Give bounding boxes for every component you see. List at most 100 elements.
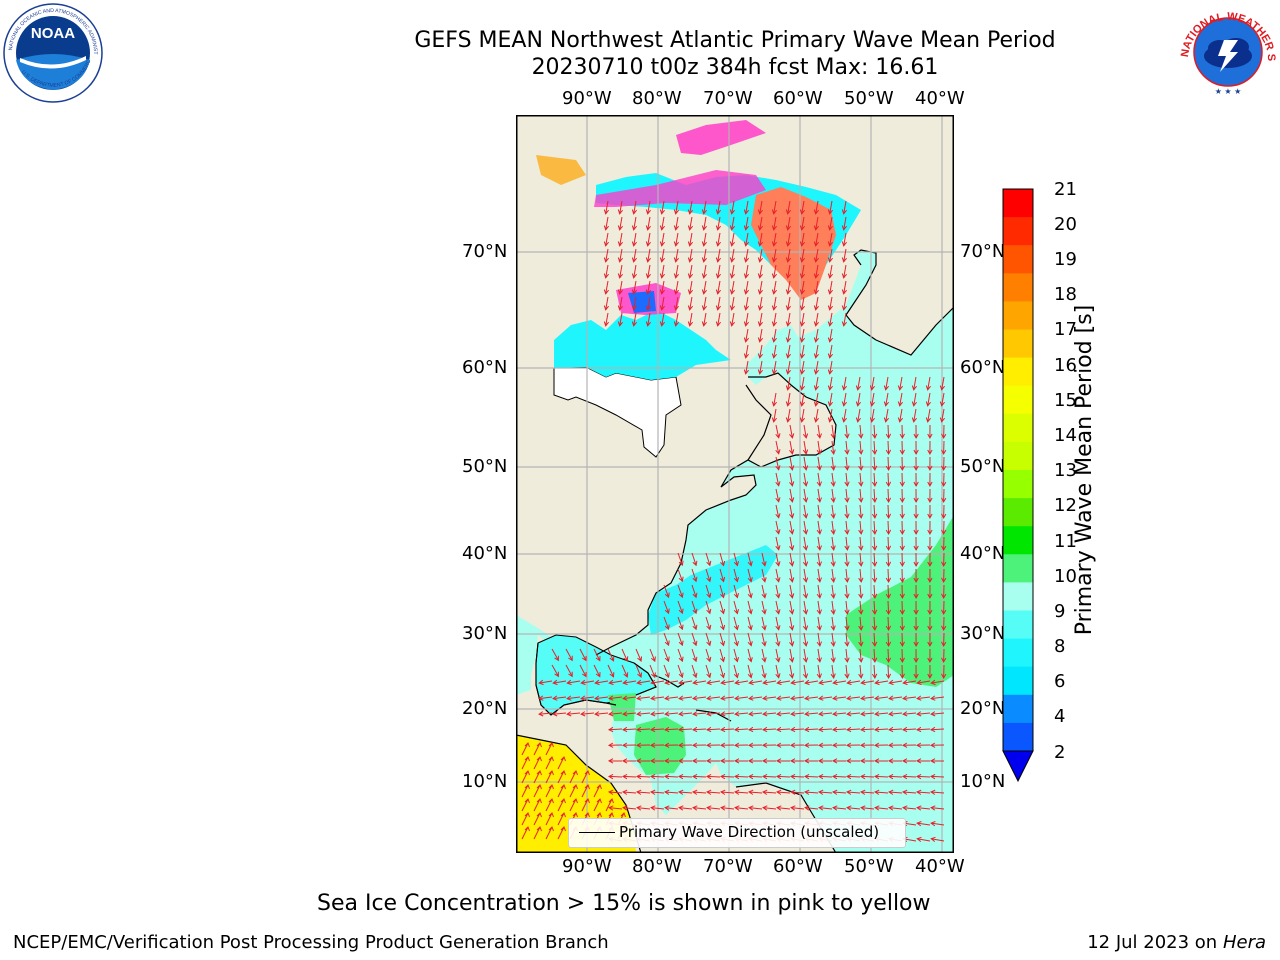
wave-arrow (645, 200, 651, 215)
wave-arrow (871, 568, 878, 584)
wave-arrow (761, 616, 767, 631)
wave-arrow (897, 392, 903, 407)
wave-arrow (631, 296, 637, 311)
wave-arrow (844, 504, 850, 519)
wave-arrow (635, 648, 642, 662)
wave-arrow (941, 616, 947, 632)
wave-arrow (552, 711, 567, 717)
wave-arrow (939, 376, 945, 391)
wave-arrow (844, 616, 850, 631)
wave-arrow (927, 488, 933, 504)
wave-arrow (663, 758, 679, 764)
wave-arrow (705, 664, 712, 679)
wave-arrow (841, 232, 847, 247)
wave-arrow (813, 232, 819, 247)
wave-arrow (673, 280, 679, 295)
cb-tick-21: 21 (1054, 179, 1077, 200)
wave-arrow (818, 805, 833, 811)
wave-arrow (743, 312, 749, 327)
wave-arrow (748, 679, 763, 686)
wave-arrow (747, 664, 753, 679)
wave-arrow (533, 798, 542, 812)
wave-arrow (941, 536, 947, 552)
wave-arrow (830, 632, 836, 647)
wave-arrow (521, 742, 530, 756)
wave-arrow (608, 805, 623, 811)
lon-tick-top-60w: 60°W (773, 88, 823, 109)
wave-arrow (802, 440, 809, 455)
wave-arrow (827, 216, 833, 231)
wave-arrow (941, 552, 947, 568)
wave-arrow (775, 664, 781, 679)
wave-arrow (816, 520, 822, 535)
wave-arrow (913, 440, 919, 456)
wave-arrow (757, 248, 763, 263)
wave-arrow (719, 726, 735, 733)
wave-arrow (621, 648, 629, 662)
wave-arrow (803, 789, 819, 795)
wave-arrow (664, 805, 679, 811)
wave-arrow (902, 679, 917, 686)
wave-arrow (789, 424, 795, 439)
colorbar-segment (1003, 582, 1033, 611)
wave-arrow (844, 664, 850, 679)
wave-arrow (691, 648, 698, 663)
wave-arrow (747, 789, 763, 795)
wave-arrow (813, 376, 819, 391)
wave-arrow (844, 424, 850, 439)
wave-arrow (841, 200, 847, 215)
wave-arrow (816, 648, 822, 663)
wave-arrow (885, 472, 892, 488)
wave-arrow (859, 789, 875, 795)
wave-arrow (605, 798, 614, 812)
wave-arrow (649, 789, 665, 795)
wave-arrow (705, 552, 712, 567)
wave-arrow (816, 472, 822, 487)
wave-arrow (631, 280, 637, 295)
wave-arrow (913, 568, 919, 584)
wave-arrow (858, 536, 864, 551)
wave-arrow (705, 773, 721, 780)
wave-arrow (874, 679, 889, 686)
wave-arrow (691, 742, 707, 748)
wave-arrow (817, 742, 833, 748)
wave-arrow (733, 568, 739, 583)
wave-arrow (621, 726, 637, 733)
wave-arrow (841, 376, 847, 391)
colorbar-label: Primary Wave Mean Period [s] (1072, 304, 1097, 636)
wave-arrow (885, 488, 892, 504)
wave-arrow (579, 648, 587, 662)
wave-arrow (729, 296, 735, 311)
wave-arrow (687, 200, 693, 215)
wave-arrow (846, 711, 861, 717)
wave-arrow (915, 773, 931, 780)
cb-tick-14: 14 (1054, 425, 1077, 446)
wave-arrow (621, 773, 637, 780)
wave-arrow (913, 648, 919, 664)
wave-arrow (888, 679, 903, 686)
wave-arrow (874, 711, 889, 717)
wave-arrow (930, 805, 945, 811)
wave-arrow (913, 664, 919, 680)
wave-arrow (521, 798, 530, 812)
wave-arrow (677, 773, 693, 780)
wave-arrow (830, 440, 836, 455)
wave-arrow (621, 789, 637, 795)
wave-arrow (771, 360, 777, 375)
wave-arrow (743, 328, 749, 343)
wave-arrow (818, 711, 833, 717)
wave-arrow (705, 726, 721, 733)
wave-arrow (775, 648, 781, 663)
wave-arrow (830, 664, 836, 679)
lat-tick-left-40n: 40°N (462, 543, 508, 564)
wave-arrow (785, 344, 791, 359)
wave-arrow (748, 711, 763, 717)
wave-arrow (858, 456, 864, 471)
wave-arrow (761, 600, 767, 615)
wave-arrow (701, 248, 707, 263)
wave-arrow (813, 248, 819, 263)
wave-arrow (911, 376, 917, 391)
wave-arrow (915, 789, 931, 795)
wave-arrow (799, 200, 805, 215)
cb-tick-11: 11 (1054, 531, 1077, 552)
